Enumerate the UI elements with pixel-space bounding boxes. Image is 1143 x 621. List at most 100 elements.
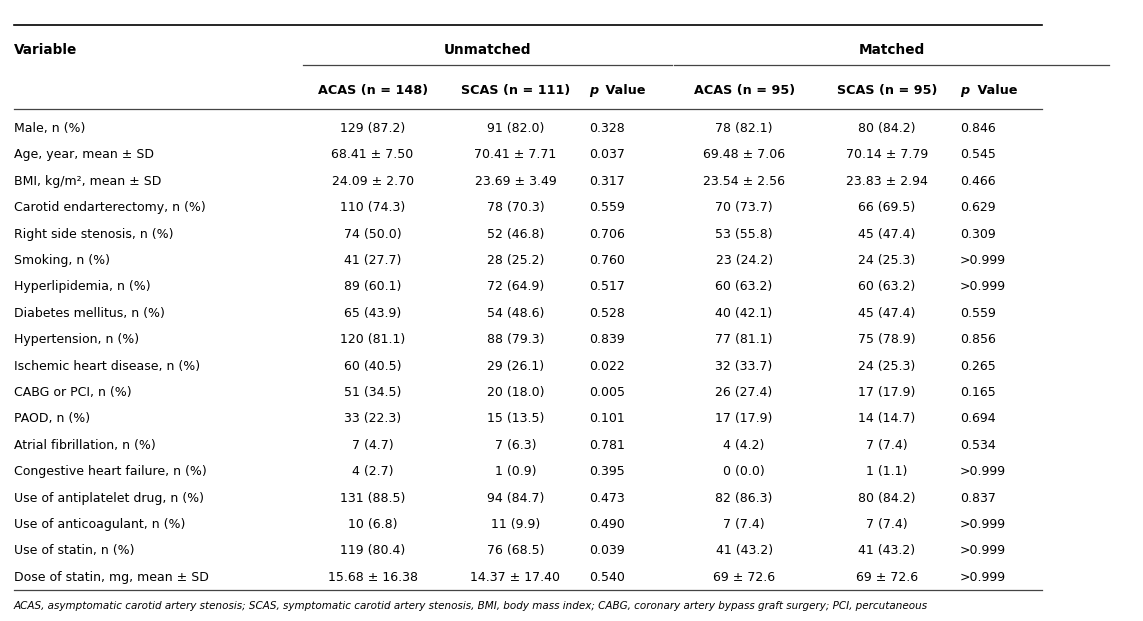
Text: 76 (68.5): 76 (68.5) <box>487 545 544 557</box>
Text: 54 (48.6): 54 (48.6) <box>487 307 544 320</box>
Text: 0.517: 0.517 <box>589 281 624 293</box>
Text: 78 (82.1): 78 (82.1) <box>716 122 773 135</box>
Text: >0.999: >0.999 <box>960 254 1006 267</box>
Text: 0.846: 0.846 <box>960 122 996 135</box>
Text: p: p <box>589 84 598 96</box>
Text: 120 (81.1): 120 (81.1) <box>339 333 406 346</box>
Text: 89 (60.1): 89 (60.1) <box>344 281 401 293</box>
Text: 33 (22.3): 33 (22.3) <box>344 412 401 425</box>
Text: 14 (14.7): 14 (14.7) <box>858 412 916 425</box>
Text: 20 (18.0): 20 (18.0) <box>487 386 544 399</box>
Text: ACAS (n = 148): ACAS (n = 148) <box>318 84 427 96</box>
Text: p: p <box>960 84 969 96</box>
Text: 0.528: 0.528 <box>589 307 624 320</box>
Text: 0.534: 0.534 <box>960 439 996 451</box>
Text: 17 (17.9): 17 (17.9) <box>858 386 916 399</box>
Text: 7 (7.4): 7 (7.4) <box>724 518 765 531</box>
Text: 23.69 ± 3.49: 23.69 ± 3.49 <box>474 175 557 188</box>
Text: 68.41 ± 7.50: 68.41 ± 7.50 <box>331 148 414 161</box>
Text: 0.540: 0.540 <box>589 571 624 584</box>
Text: 4 (2.7): 4 (2.7) <box>352 465 393 478</box>
Text: Right side stenosis, n (%): Right side stenosis, n (%) <box>14 228 174 240</box>
Text: 0.706: 0.706 <box>589 228 624 240</box>
Text: 23.54 ± 2.56: 23.54 ± 2.56 <box>703 175 785 188</box>
Text: 17 (17.9): 17 (17.9) <box>716 412 773 425</box>
Text: 23.83 ± 2.94: 23.83 ± 2.94 <box>846 175 928 188</box>
Text: 94 (84.7): 94 (84.7) <box>487 492 544 504</box>
Text: 53 (55.8): 53 (55.8) <box>716 228 773 240</box>
Text: Smoking, n (%): Smoking, n (%) <box>14 254 110 267</box>
Text: ACAS (n = 95): ACAS (n = 95) <box>694 84 794 96</box>
Text: Use of anticoagulant, n (%): Use of anticoagulant, n (%) <box>14 518 185 531</box>
Text: Diabetes mellitus, n (%): Diabetes mellitus, n (%) <box>14 307 165 320</box>
Text: 72 (64.9): 72 (64.9) <box>487 281 544 293</box>
Text: 0.837: 0.837 <box>960 492 996 504</box>
Text: Atrial fibrillation, n (%): Atrial fibrillation, n (%) <box>14 439 155 451</box>
Text: 0.466: 0.466 <box>960 175 996 188</box>
Text: 41 (43.2): 41 (43.2) <box>858 545 916 557</box>
Text: 0.694: 0.694 <box>960 412 996 425</box>
Text: 78 (70.3): 78 (70.3) <box>487 201 544 214</box>
Text: 15.68 ± 16.38: 15.68 ± 16.38 <box>328 571 417 584</box>
Text: 69 ± 72.6: 69 ± 72.6 <box>713 571 775 584</box>
Text: PAOD, n (%): PAOD, n (%) <box>14 412 90 425</box>
Text: Value: Value <box>601 84 646 96</box>
Text: 0.317: 0.317 <box>589 175 624 188</box>
Text: 0.037: 0.037 <box>589 148 624 161</box>
Text: Hyperlipidemia, n (%): Hyperlipidemia, n (%) <box>14 281 151 293</box>
Text: 129 (87.2): 129 (87.2) <box>339 122 406 135</box>
Text: 7 (6.3): 7 (6.3) <box>495 439 536 451</box>
Text: 32 (33.7): 32 (33.7) <box>716 360 773 373</box>
Text: 0.101: 0.101 <box>589 412 624 425</box>
Text: Dose of statin, mg, mean ± SD: Dose of statin, mg, mean ± SD <box>14 571 208 584</box>
Text: 80 (84.2): 80 (84.2) <box>858 122 916 135</box>
Text: 65 (43.9): 65 (43.9) <box>344 307 401 320</box>
Text: 0.559: 0.559 <box>960 307 996 320</box>
Text: 66 (69.5): 66 (69.5) <box>858 201 916 214</box>
Text: 0.629: 0.629 <box>960 201 996 214</box>
Text: 28 (25.2): 28 (25.2) <box>487 254 544 267</box>
Text: 0 (0.0): 0 (0.0) <box>724 465 765 478</box>
Text: 91 (82.0): 91 (82.0) <box>487 122 544 135</box>
Text: CABG or PCI, n (%): CABG or PCI, n (%) <box>14 386 131 399</box>
Text: 60 (40.5): 60 (40.5) <box>344 360 401 373</box>
Text: Male, n (%): Male, n (%) <box>14 122 85 135</box>
Text: 7 (7.4): 7 (7.4) <box>866 439 908 451</box>
Text: 75 (78.9): 75 (78.9) <box>858 333 916 346</box>
Text: Use of antiplatelet drug, n (%): Use of antiplatelet drug, n (%) <box>14 492 203 504</box>
Text: 60 (63.2): 60 (63.2) <box>716 281 773 293</box>
Text: Carotid endarterectomy, n (%): Carotid endarterectomy, n (%) <box>14 201 206 214</box>
Text: 0.039: 0.039 <box>589 545 624 557</box>
Text: 24.09 ± 2.70: 24.09 ± 2.70 <box>331 175 414 188</box>
Text: 7 (4.7): 7 (4.7) <box>352 439 393 451</box>
Text: >0.999: >0.999 <box>960 518 1006 531</box>
Text: 0.473: 0.473 <box>589 492 624 504</box>
Text: 41 (43.2): 41 (43.2) <box>716 545 773 557</box>
Text: 26 (27.4): 26 (27.4) <box>716 386 773 399</box>
Text: 69 ± 72.6: 69 ± 72.6 <box>856 571 918 584</box>
Text: 1 (0.9): 1 (0.9) <box>495 465 536 478</box>
Text: 0.490: 0.490 <box>589 518 624 531</box>
Text: 88 (79.3): 88 (79.3) <box>487 333 544 346</box>
Text: 119 (80.4): 119 (80.4) <box>339 545 406 557</box>
Text: 0.856: 0.856 <box>960 333 996 346</box>
Text: 24 (25.3): 24 (25.3) <box>858 254 916 267</box>
Text: 0.559: 0.559 <box>589 201 624 214</box>
Text: Unmatched: Unmatched <box>443 43 531 57</box>
Text: 14.37 ± 17.40: 14.37 ± 17.40 <box>471 571 560 584</box>
Text: 52 (46.8): 52 (46.8) <box>487 228 544 240</box>
Text: 1 (1.1): 1 (1.1) <box>866 465 908 478</box>
Text: 51 (34.5): 51 (34.5) <box>344 386 401 399</box>
Text: Age, year, mean ± SD: Age, year, mean ± SD <box>14 148 153 161</box>
Text: >0.999: >0.999 <box>960 571 1006 584</box>
Text: SCAS (n = 111): SCAS (n = 111) <box>461 84 570 96</box>
Text: 41 (27.7): 41 (27.7) <box>344 254 401 267</box>
Text: Congestive heart failure, n (%): Congestive heart failure, n (%) <box>14 465 207 478</box>
Text: Matched: Matched <box>858 43 925 57</box>
Text: >0.999: >0.999 <box>960 281 1006 293</box>
Text: 24 (25.3): 24 (25.3) <box>858 360 916 373</box>
Text: 0.545: 0.545 <box>960 148 996 161</box>
Text: 40 (42.1): 40 (42.1) <box>716 307 773 320</box>
Text: 0.328: 0.328 <box>589 122 624 135</box>
Text: 0.165: 0.165 <box>960 386 996 399</box>
